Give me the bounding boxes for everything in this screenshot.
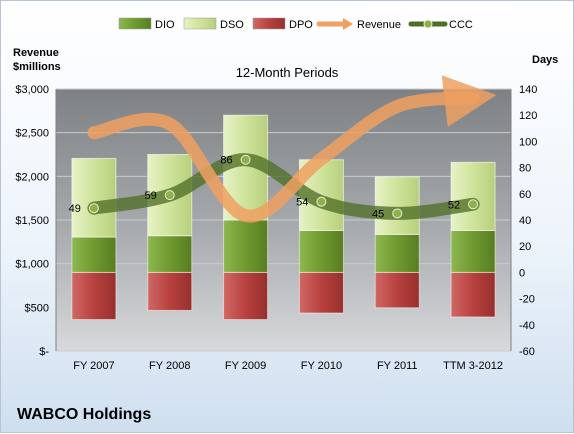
bar-dio <box>223 219 269 273</box>
ccc-point <box>88 203 99 214</box>
bar-dpo <box>147 271 193 311</box>
right-tick-label: 20 <box>519 241 531 253</box>
legend: DIO DSO DPO Revenue CCC <box>118 17 473 31</box>
left-tick-label: $- <box>39 346 49 358</box>
gridlines <box>55 88 512 352</box>
left-tick-label: $3,000 <box>15 84 49 96</box>
ccc-data-label: 45 <box>372 208 384 220</box>
left-tick-label: $1,500 <box>15 215 49 227</box>
legend-arrowhead <box>343 18 353 30</box>
legend-label: CCC <box>449 19 473 31</box>
left-axis-ticks: $- $500 $1,000 $1,500 $2,000 $2,500 $3,000 <box>15 84 49 358</box>
right-tick-label: 60 <box>519 189 531 201</box>
legend-item: DPO <box>252 17 313 31</box>
legend-item: DSO <box>183 17 244 31</box>
ccc-data-labels: 49 59 86 54 45 52 <box>69 155 460 221</box>
left-tick-label: $1,000 <box>15 259 49 271</box>
x-tick-label: TTM 3-2012 <box>443 360 503 372</box>
bar-dio <box>374 233 420 273</box>
company-name: WABCO Holdings <box>17 406 152 423</box>
ccc-point <box>240 154 251 165</box>
x-tick-label: FY 2008 <box>149 360 190 372</box>
ccc-data-label: 54 <box>296 197 308 209</box>
legend-marker <box>423 19 433 29</box>
revenue-line <box>87 75 497 223</box>
ccc-point <box>392 208 403 219</box>
bar-dso <box>374 176 420 235</box>
right-axis-ticks: -60 -40 -20 0 20 40 60 80 100 120 140 <box>519 84 537 358</box>
left-axis-title-line2: $millions <box>13 61 61 73</box>
legend-item: Revenue <box>316 18 401 31</box>
bar-dio <box>450 229 496 273</box>
right-tick-label: -40 <box>519 320 535 332</box>
line-series <box>87 75 497 223</box>
bar-dio <box>147 235 193 273</box>
left-tick-label: $500 <box>25 302 49 314</box>
x-tick-label: FY 2011 <box>377 360 418 372</box>
ccc-data-label: 52 <box>448 199 460 211</box>
legend-label: Revenue <box>357 19 401 31</box>
legend-swatch <box>252 17 286 30</box>
legend-swatch <box>118 17 152 30</box>
ccc-data-label: 86 <box>220 155 232 167</box>
bar-dpo <box>298 271 344 314</box>
left-axis-title-line1: Revenue <box>13 47 59 59</box>
bar-dio <box>298 229 344 273</box>
right-tick-label: 120 <box>519 110 537 122</box>
legend-item: DIO <box>118 17 175 31</box>
ccc-data-label: 49 <box>69 203 81 215</box>
x-tick-label: FY 2009 <box>225 360 266 372</box>
ccc-point <box>316 196 327 207</box>
legend-item: CCC <box>408 19 473 31</box>
bar-dpo <box>71 271 117 321</box>
legend-label: DSO <box>220 19 244 31</box>
right-axis-title: Days <box>532 54 558 66</box>
right-tick-label: -20 <box>519 294 535 306</box>
bar-dso <box>450 161 496 231</box>
right-tick-label: 100 <box>519 136 537 148</box>
right-tick-label: 140 <box>519 84 537 96</box>
ccc-data-label: 59 <box>145 190 157 202</box>
ccc-point <box>468 199 479 210</box>
x-tick-label: FY 2007 <box>73 360 114 372</box>
right-tick-label: 0 <box>519 267 525 279</box>
legend-swatch <box>183 17 217 30</box>
legend-label: DIO <box>155 19 175 31</box>
right-tick-label: 80 <box>519 163 531 175</box>
left-tick-label: $2,000 <box>15 171 49 183</box>
right-tick-label: -60 <box>519 346 535 358</box>
left-tick-label: $2,500 <box>15 128 49 140</box>
chart-title: 12-Month Periods <box>236 65 339 80</box>
ccc-point <box>164 190 175 201</box>
legend-label: DPO <box>289 19 313 31</box>
x-axis-ticks: FY 2007 FY 2008 FY 2009 FY 2010 FY 2011 TTM 3… <box>73 360 503 372</box>
bar-dio <box>71 236 117 273</box>
x-tick-label: FY 2010 <box>301 360 342 372</box>
bar-dpo <box>450 271 496 318</box>
bar-dpo <box>223 271 269 321</box>
bar-dso <box>71 157 117 238</box>
bar-dpo <box>374 271 420 309</box>
right-tick-label: 40 <box>519 215 531 227</box>
